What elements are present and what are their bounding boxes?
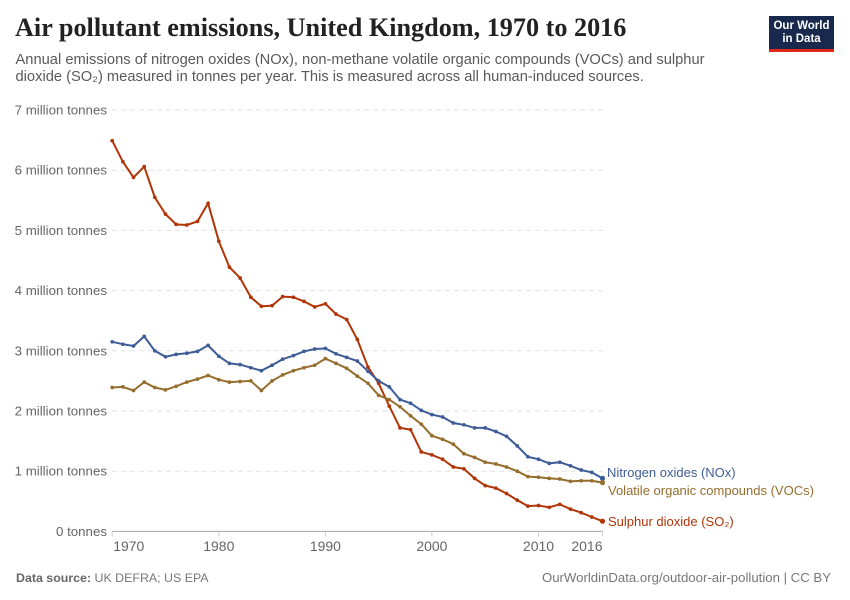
svg-text:7 million tonnes: 7 million tonnes: [15, 103, 108, 118]
svg-text:6 million tonnes: 6 million tonnes: [15, 163, 108, 178]
svg-text:Nitrogen oxides (NOx): Nitrogen oxides (NOx): [607, 465, 736, 480]
svg-text:0 tonnes: 0 tonnes: [56, 524, 107, 539]
svg-text:1970: 1970: [113, 538, 144, 554]
svg-text:2016: 2016: [571, 538, 602, 554]
svg-text:2000: 2000: [416, 538, 447, 554]
svg-text:2 million tonnes: 2 million tonnes: [15, 404, 108, 419]
svg-text:4 million tonnes: 4 million tonnes: [15, 283, 108, 298]
svg-text:3 million tonnes: 3 million tonnes: [15, 343, 108, 358]
svg-text:1980: 1980: [203, 538, 234, 554]
svg-text:1990: 1990: [310, 538, 341, 554]
svg-text:Sulphur dioxide (SO₂): Sulphur dioxide (SO₂): [608, 514, 734, 529]
svg-text:2010: 2010: [523, 538, 554, 554]
svg-text:Volatile organic compounds (VO: Volatile organic compounds (VOCs): [608, 483, 814, 498]
svg-text:1 million tonnes: 1 million tonnes: [15, 464, 108, 479]
svg-text:5 million tonnes: 5 million tonnes: [15, 223, 108, 238]
